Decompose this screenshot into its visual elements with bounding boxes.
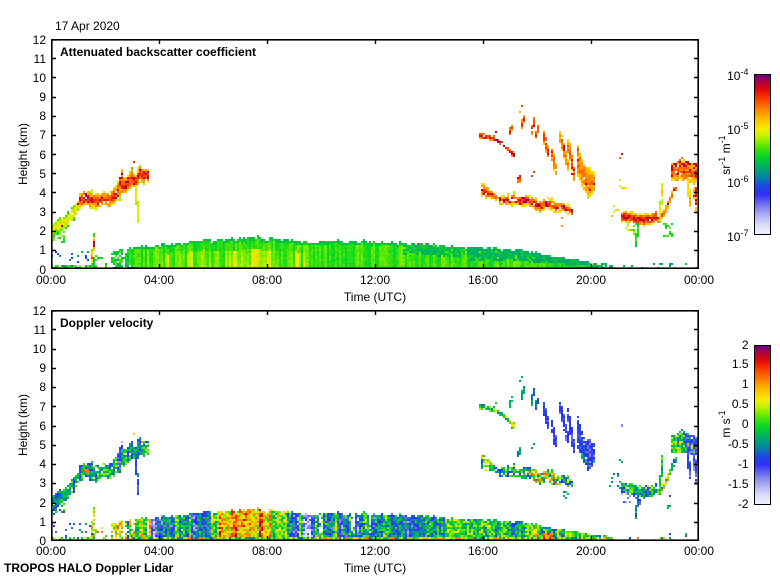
colorbar-tick-label: 10-5 xyxy=(727,120,749,137)
backscatter-colorbar-unit: sr-1 m-1 xyxy=(716,134,733,175)
y-tick-label: 5 xyxy=(39,166,46,181)
time-axis-label-bottom: Time (UTC) xyxy=(343,561,407,575)
x-tick-label: 00:00 xyxy=(35,544,67,558)
y-tick-label: 0 xyxy=(39,534,46,548)
colorbar-tick-label: 2 xyxy=(741,337,749,352)
y-tick-label: 2 xyxy=(39,224,46,239)
x-tick-label: 16:00 xyxy=(467,544,499,558)
panel-title-velocity: Doppler velocity xyxy=(60,315,154,330)
x-tick-label: 08:00 xyxy=(251,544,283,558)
y-tick-label: 0 xyxy=(39,262,46,277)
colorbar-tick-label: 10-7 xyxy=(727,228,749,244)
y-tick-label: 4 xyxy=(39,185,46,200)
x-tick-label: 04:00 xyxy=(143,272,175,287)
colorbar-tick-label: -2 xyxy=(737,497,749,511)
colorbar-tick-label: 1.5 xyxy=(731,357,749,372)
x-tick-label: 08:00 xyxy=(251,272,283,287)
x-tick-label: 00:00 xyxy=(35,272,67,287)
velocity-colorbar-unit: m s-1 xyxy=(716,410,733,438)
y-tick-label: 8 xyxy=(39,109,46,124)
x-tick-label: 00:00 xyxy=(683,544,715,558)
panel-title-backscatter: Attenuated backscatter coefficient xyxy=(60,44,257,59)
height-axis-label-bottom: Height (km) xyxy=(16,393,30,456)
colorbar-tick-label: 0.5 xyxy=(731,397,749,412)
colorbar-tick-label: 1 xyxy=(741,377,749,392)
y-tick-label: 3 xyxy=(39,205,46,219)
height-axis-label-top: Height (km) xyxy=(16,122,30,185)
y-tick-label: 2 xyxy=(39,495,46,510)
y-tick-label: 9 xyxy=(39,90,46,104)
y-tick-label: 1 xyxy=(39,243,46,258)
y-tick-label: 7 xyxy=(39,399,46,414)
x-tick-label: 00:00 xyxy=(683,272,715,287)
colorbar-tick-label: 10-4 xyxy=(727,67,749,83)
y-tick-label: 1 xyxy=(39,514,46,529)
y-tick-label: 5 xyxy=(39,437,46,452)
backscatter-colorbar xyxy=(753,74,771,235)
colorbar-tick-label: -1 xyxy=(737,457,749,472)
time-axis-label-top: Time (UTC) xyxy=(343,289,407,304)
velocity-colorbar xyxy=(753,344,771,505)
y-tick-label: 10 xyxy=(32,70,46,85)
x-tick-label: 20:00 xyxy=(575,544,607,558)
y-tick-label: 3 xyxy=(39,476,46,491)
colorbar-tick-label: 0 xyxy=(741,417,749,432)
colorbar-tick-label: -1.5 xyxy=(727,477,749,492)
y-tick-label: 11 xyxy=(33,322,46,337)
velocity-heatmap xyxy=(51,309,699,541)
y-tick-label: 12 xyxy=(32,303,46,318)
y-tick-label: 6 xyxy=(39,418,46,433)
x-tick-label: 04:00 xyxy=(143,544,175,558)
y-tick-label: 12 xyxy=(32,32,46,47)
colorbar-tick-label: 10-6 xyxy=(727,174,749,191)
date-label: 17 Apr 2020 xyxy=(55,19,120,33)
colorbar-tick-label: -0.5 xyxy=(727,437,749,452)
backscatter-heatmap xyxy=(51,38,699,269)
x-tick-label: 12:00 xyxy=(359,272,391,287)
instrument-label: TROPOS HALO Doppler Lidar xyxy=(4,561,174,575)
x-tick-label: 16:00 xyxy=(467,272,499,287)
y-tick-label: 11 xyxy=(33,51,46,66)
y-tick-label: 9 xyxy=(39,361,46,376)
y-tick-label: 6 xyxy=(39,147,46,162)
x-tick-label: 12:00 xyxy=(359,544,391,558)
x-tick-label: 20:00 xyxy=(575,272,607,287)
y-tick-label: 7 xyxy=(39,128,46,143)
y-tick-label: 4 xyxy=(39,457,46,472)
y-tick-label: 10 xyxy=(32,341,46,356)
y-tick-label: 8 xyxy=(39,380,46,395)
